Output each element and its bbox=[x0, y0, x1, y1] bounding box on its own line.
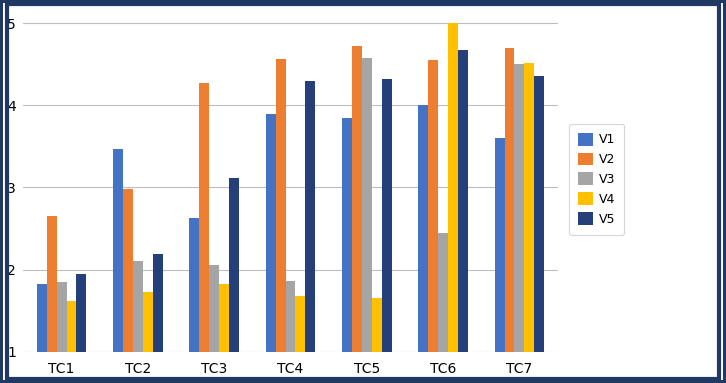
Bar bbox=[143, 292, 152, 352]
Bar bbox=[418, 105, 428, 352]
Bar bbox=[439, 232, 448, 352]
Bar bbox=[306, 81, 315, 352]
Bar bbox=[285, 281, 295, 352]
Bar bbox=[189, 218, 200, 352]
Bar bbox=[342, 118, 352, 352]
Bar bbox=[133, 261, 143, 352]
Bar bbox=[295, 296, 306, 352]
Bar bbox=[448, 23, 458, 352]
Bar bbox=[229, 178, 239, 352]
Bar bbox=[219, 283, 229, 352]
Bar bbox=[534, 76, 544, 352]
Bar bbox=[37, 284, 46, 352]
Bar bbox=[362, 58, 372, 352]
Bar bbox=[67, 301, 76, 352]
Bar bbox=[382, 79, 391, 352]
Bar bbox=[428, 60, 439, 352]
Bar bbox=[524, 63, 534, 352]
Legend: V1, V2, V3, V4, V5: V1, V2, V3, V4, V5 bbox=[569, 124, 624, 235]
Bar bbox=[276, 59, 285, 352]
Bar bbox=[372, 298, 382, 352]
Bar bbox=[57, 282, 67, 352]
Bar bbox=[494, 138, 505, 352]
Bar bbox=[458, 51, 468, 352]
Bar bbox=[152, 254, 163, 352]
Bar bbox=[76, 275, 86, 352]
Bar bbox=[266, 114, 276, 352]
Bar bbox=[352, 46, 362, 352]
Bar bbox=[123, 189, 133, 352]
Bar bbox=[515, 64, 524, 352]
Bar bbox=[113, 149, 123, 352]
Bar bbox=[46, 216, 57, 352]
Bar bbox=[209, 265, 219, 352]
Bar bbox=[200, 83, 209, 352]
Bar bbox=[505, 48, 515, 352]
